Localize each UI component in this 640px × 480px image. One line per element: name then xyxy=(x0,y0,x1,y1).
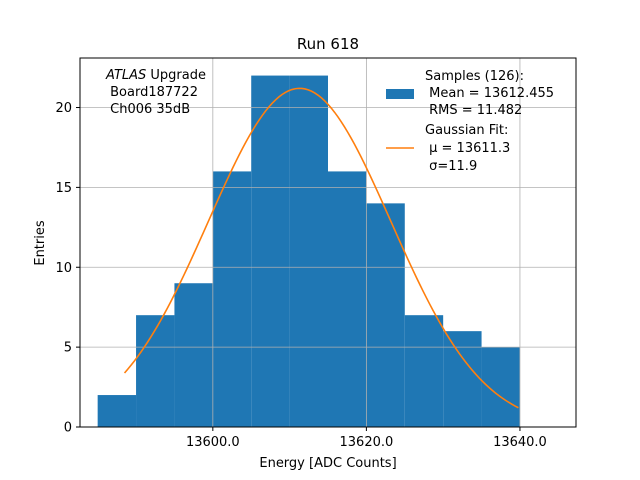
y-tick-label-2: 10 xyxy=(55,261,72,276)
annotation-upgrade: Upgrade xyxy=(146,68,206,83)
histogram-bar-9 xyxy=(443,331,482,427)
atlas-annotation: ATLAS Upgrade Board187722 Ch006 35dB xyxy=(105,68,206,117)
legend-samples-line3: RMS = 11.482 xyxy=(425,103,522,118)
y-tick-label-0: 0 xyxy=(64,421,72,436)
legend-samples-line2: Mean = 13612.455 xyxy=(425,86,554,101)
y-axis-label: Entries xyxy=(33,220,48,266)
legend-fit-line3: σ=11.9 xyxy=(425,159,477,174)
x-axis: 13600.0 13620.0 13640.0 xyxy=(186,427,547,450)
y-tick-label-3: 15 xyxy=(55,181,72,196)
histogram-bar-1 xyxy=(136,315,175,427)
plot-frame xyxy=(79,57,577,428)
legend-samples-line1: Samples (126): xyxy=(425,69,524,84)
y-tick-label-1: 5 xyxy=(64,341,72,356)
chart-title: Run 618 xyxy=(297,35,359,53)
histogram-bar-2 xyxy=(174,283,213,427)
x-tick-label-2: 13640.0 xyxy=(493,435,547,450)
histogram-bar-10 xyxy=(481,347,520,427)
histogram-bar-6 xyxy=(328,171,367,427)
legend-fit-line1: Gaussian Fit: xyxy=(425,123,508,138)
annotation-atlas-italic: ATLAS xyxy=(105,68,146,83)
annotation-board: Board187722 xyxy=(106,85,198,100)
histogram-bar-4 xyxy=(251,75,290,428)
annotation-channel: Ch006 35dB xyxy=(106,102,190,117)
y-tick-label-4: 20 xyxy=(55,101,72,116)
x-axis-label: Energy [ADC Counts] xyxy=(259,456,396,471)
gaussian-fit-curve xyxy=(123,87,519,409)
legend-fit-line2: μ = 13611.3 xyxy=(425,141,510,156)
y-axis: 0 5 10 15 20 xyxy=(55,101,80,436)
svg-text:ATLAS Upgrade: ATLAS Upgrade xyxy=(105,68,206,83)
x-tick-label-0: 13600.0 xyxy=(186,435,240,450)
x-tick-label-1: 13620.0 xyxy=(340,435,394,450)
histogram-bar-8 xyxy=(404,315,444,427)
histogram-bar-5 xyxy=(289,75,328,428)
histogram-bar-0 xyxy=(97,395,137,427)
histogram-bar-3 xyxy=(212,171,252,427)
histogram-bar-7 xyxy=(366,203,405,427)
legend: Samples (126): Mean = 13612.455 RMS = 11… xyxy=(386,69,554,174)
histogram-bars xyxy=(97,75,520,428)
legend-samples-patch xyxy=(386,89,414,99)
